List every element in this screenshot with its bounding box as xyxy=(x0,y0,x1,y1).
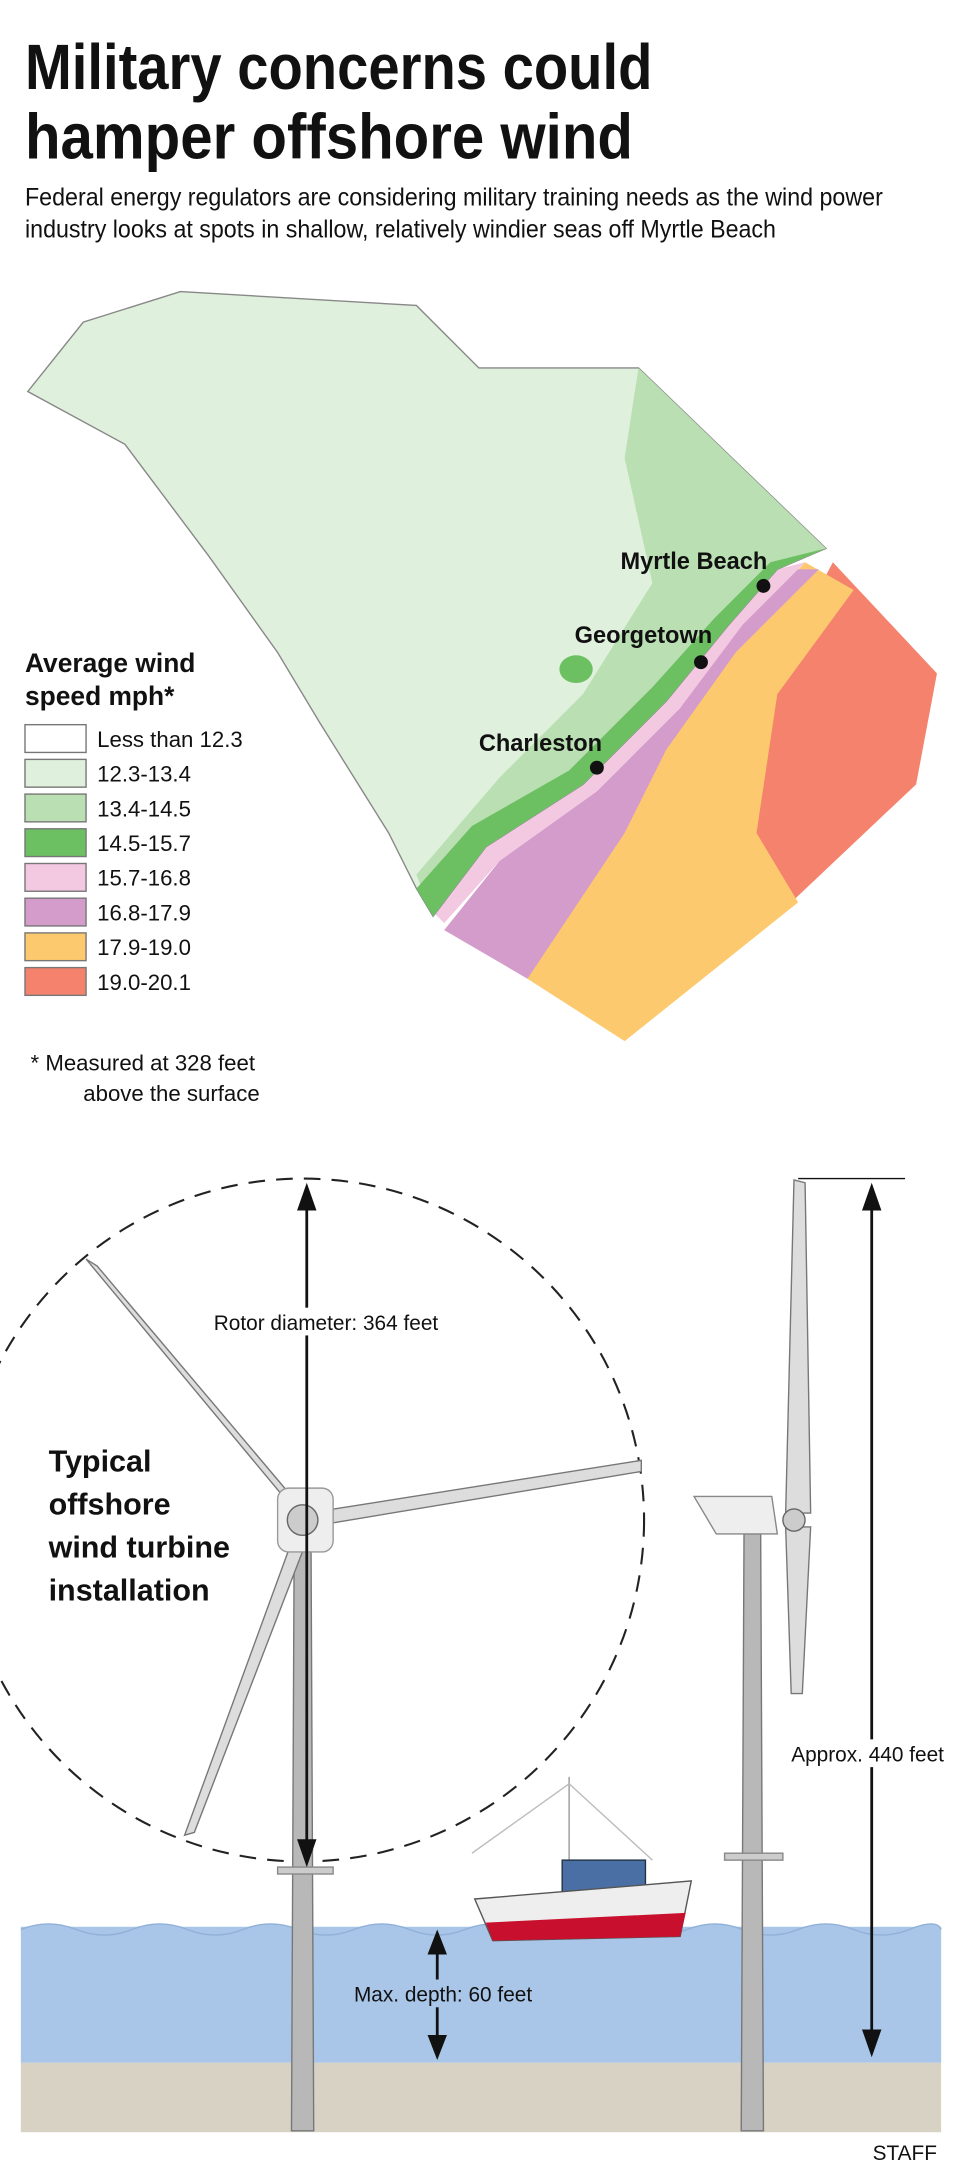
legend-swatch xyxy=(24,932,87,962)
rigging xyxy=(568,1783,653,1861)
land-shore xyxy=(416,548,826,917)
label-bg xyxy=(210,1307,427,1336)
tower xyxy=(290,1519,315,2132)
legend-label: 16.8-17.9 xyxy=(97,900,191,925)
footnote: above the surface xyxy=(83,1081,259,1106)
caption: wind turbine xyxy=(48,1531,230,1565)
land-coastal xyxy=(416,367,826,917)
blade xyxy=(307,1459,642,1528)
legend-label: Less than 12.3 xyxy=(97,727,243,752)
ocean-red xyxy=(721,562,937,903)
subtitle-line: industry looks at spots in shallow, rela… xyxy=(25,215,776,243)
legend-title: Average wind xyxy=(25,648,195,678)
platform xyxy=(276,1866,334,1875)
legend-label: 19.0-20.1 xyxy=(97,970,191,995)
ocean-pink xyxy=(430,562,806,924)
legend-swatch xyxy=(24,723,87,754)
arrowhead xyxy=(297,1182,317,1211)
legend-swatch xyxy=(24,828,87,858)
label-bg xyxy=(785,1739,942,1768)
caption: offshore xyxy=(49,1487,171,1521)
boat xyxy=(471,1776,693,1942)
tower xyxy=(740,1533,765,2132)
legend-swatch xyxy=(24,897,87,927)
seabed xyxy=(20,2062,942,2133)
rigging xyxy=(471,1783,570,1854)
depth-label: Max. depth: 60 feet xyxy=(354,1984,532,2007)
blade xyxy=(784,1179,812,1514)
caption: installation xyxy=(49,1574,210,1608)
lake xyxy=(559,655,593,684)
legend-label: 13.4-14.5 xyxy=(97,796,191,821)
height-label: Approx. 440 feet xyxy=(791,1744,944,1767)
city-dot xyxy=(694,655,708,670)
nacelle xyxy=(692,1495,779,1535)
hub xyxy=(286,1504,319,1537)
legend-swatch xyxy=(24,966,87,997)
hub xyxy=(782,1508,806,1532)
title-line: Military concerns could xyxy=(25,31,652,103)
platform xyxy=(723,1852,784,1861)
legend: Average wind speed mph* Less than 12.3 12… xyxy=(24,648,243,997)
legend-label: 14.5-15.7 xyxy=(97,831,191,856)
arrowhead xyxy=(861,1182,882,1211)
credit: STAFF xyxy=(873,2142,937,2165)
label-bg xyxy=(349,1979,525,2008)
subtitle-line: Federal energy regulators are considerin… xyxy=(25,184,883,212)
legend-swatch xyxy=(24,758,87,788)
city-dot xyxy=(589,760,604,775)
caption: Typical xyxy=(49,1444,152,1478)
blade xyxy=(784,1526,812,1695)
title-line: hamper offshore wind xyxy=(25,100,633,172)
city-label: Georgetown xyxy=(575,622,713,648)
legend-swatch xyxy=(24,793,87,823)
rotor-label: Rotor diameter: 364 feet xyxy=(214,1312,439,1335)
legend-label: 17.9-19.0 xyxy=(97,935,191,960)
city-dot xyxy=(756,578,771,593)
hull-bottom xyxy=(485,1912,686,1941)
legend-label: 15.7-16.8 xyxy=(97,866,191,891)
arrowhead xyxy=(861,2029,882,2058)
legend-title: speed mph* xyxy=(25,681,175,711)
arrowhead xyxy=(427,2035,447,2061)
turbine-diagram: Rotor diameter: 364 feet Typical offshor… xyxy=(0,1177,944,2133)
legend-swatch xyxy=(24,862,87,892)
legend-label: 12.3-13.4 xyxy=(97,762,191,787)
ocean-purple xyxy=(444,569,819,979)
city-label: Charleston xyxy=(479,730,602,756)
arrowhead xyxy=(427,1929,447,1955)
city-label: Myrtle Beach xyxy=(620,548,767,574)
ocean-orange xyxy=(527,562,854,1042)
footnote: * Measured at 328 feet xyxy=(31,1050,255,1075)
arrowhead xyxy=(297,1839,317,1868)
map: Myrtle Beach Georgetown Charleston xyxy=(26,290,937,1042)
